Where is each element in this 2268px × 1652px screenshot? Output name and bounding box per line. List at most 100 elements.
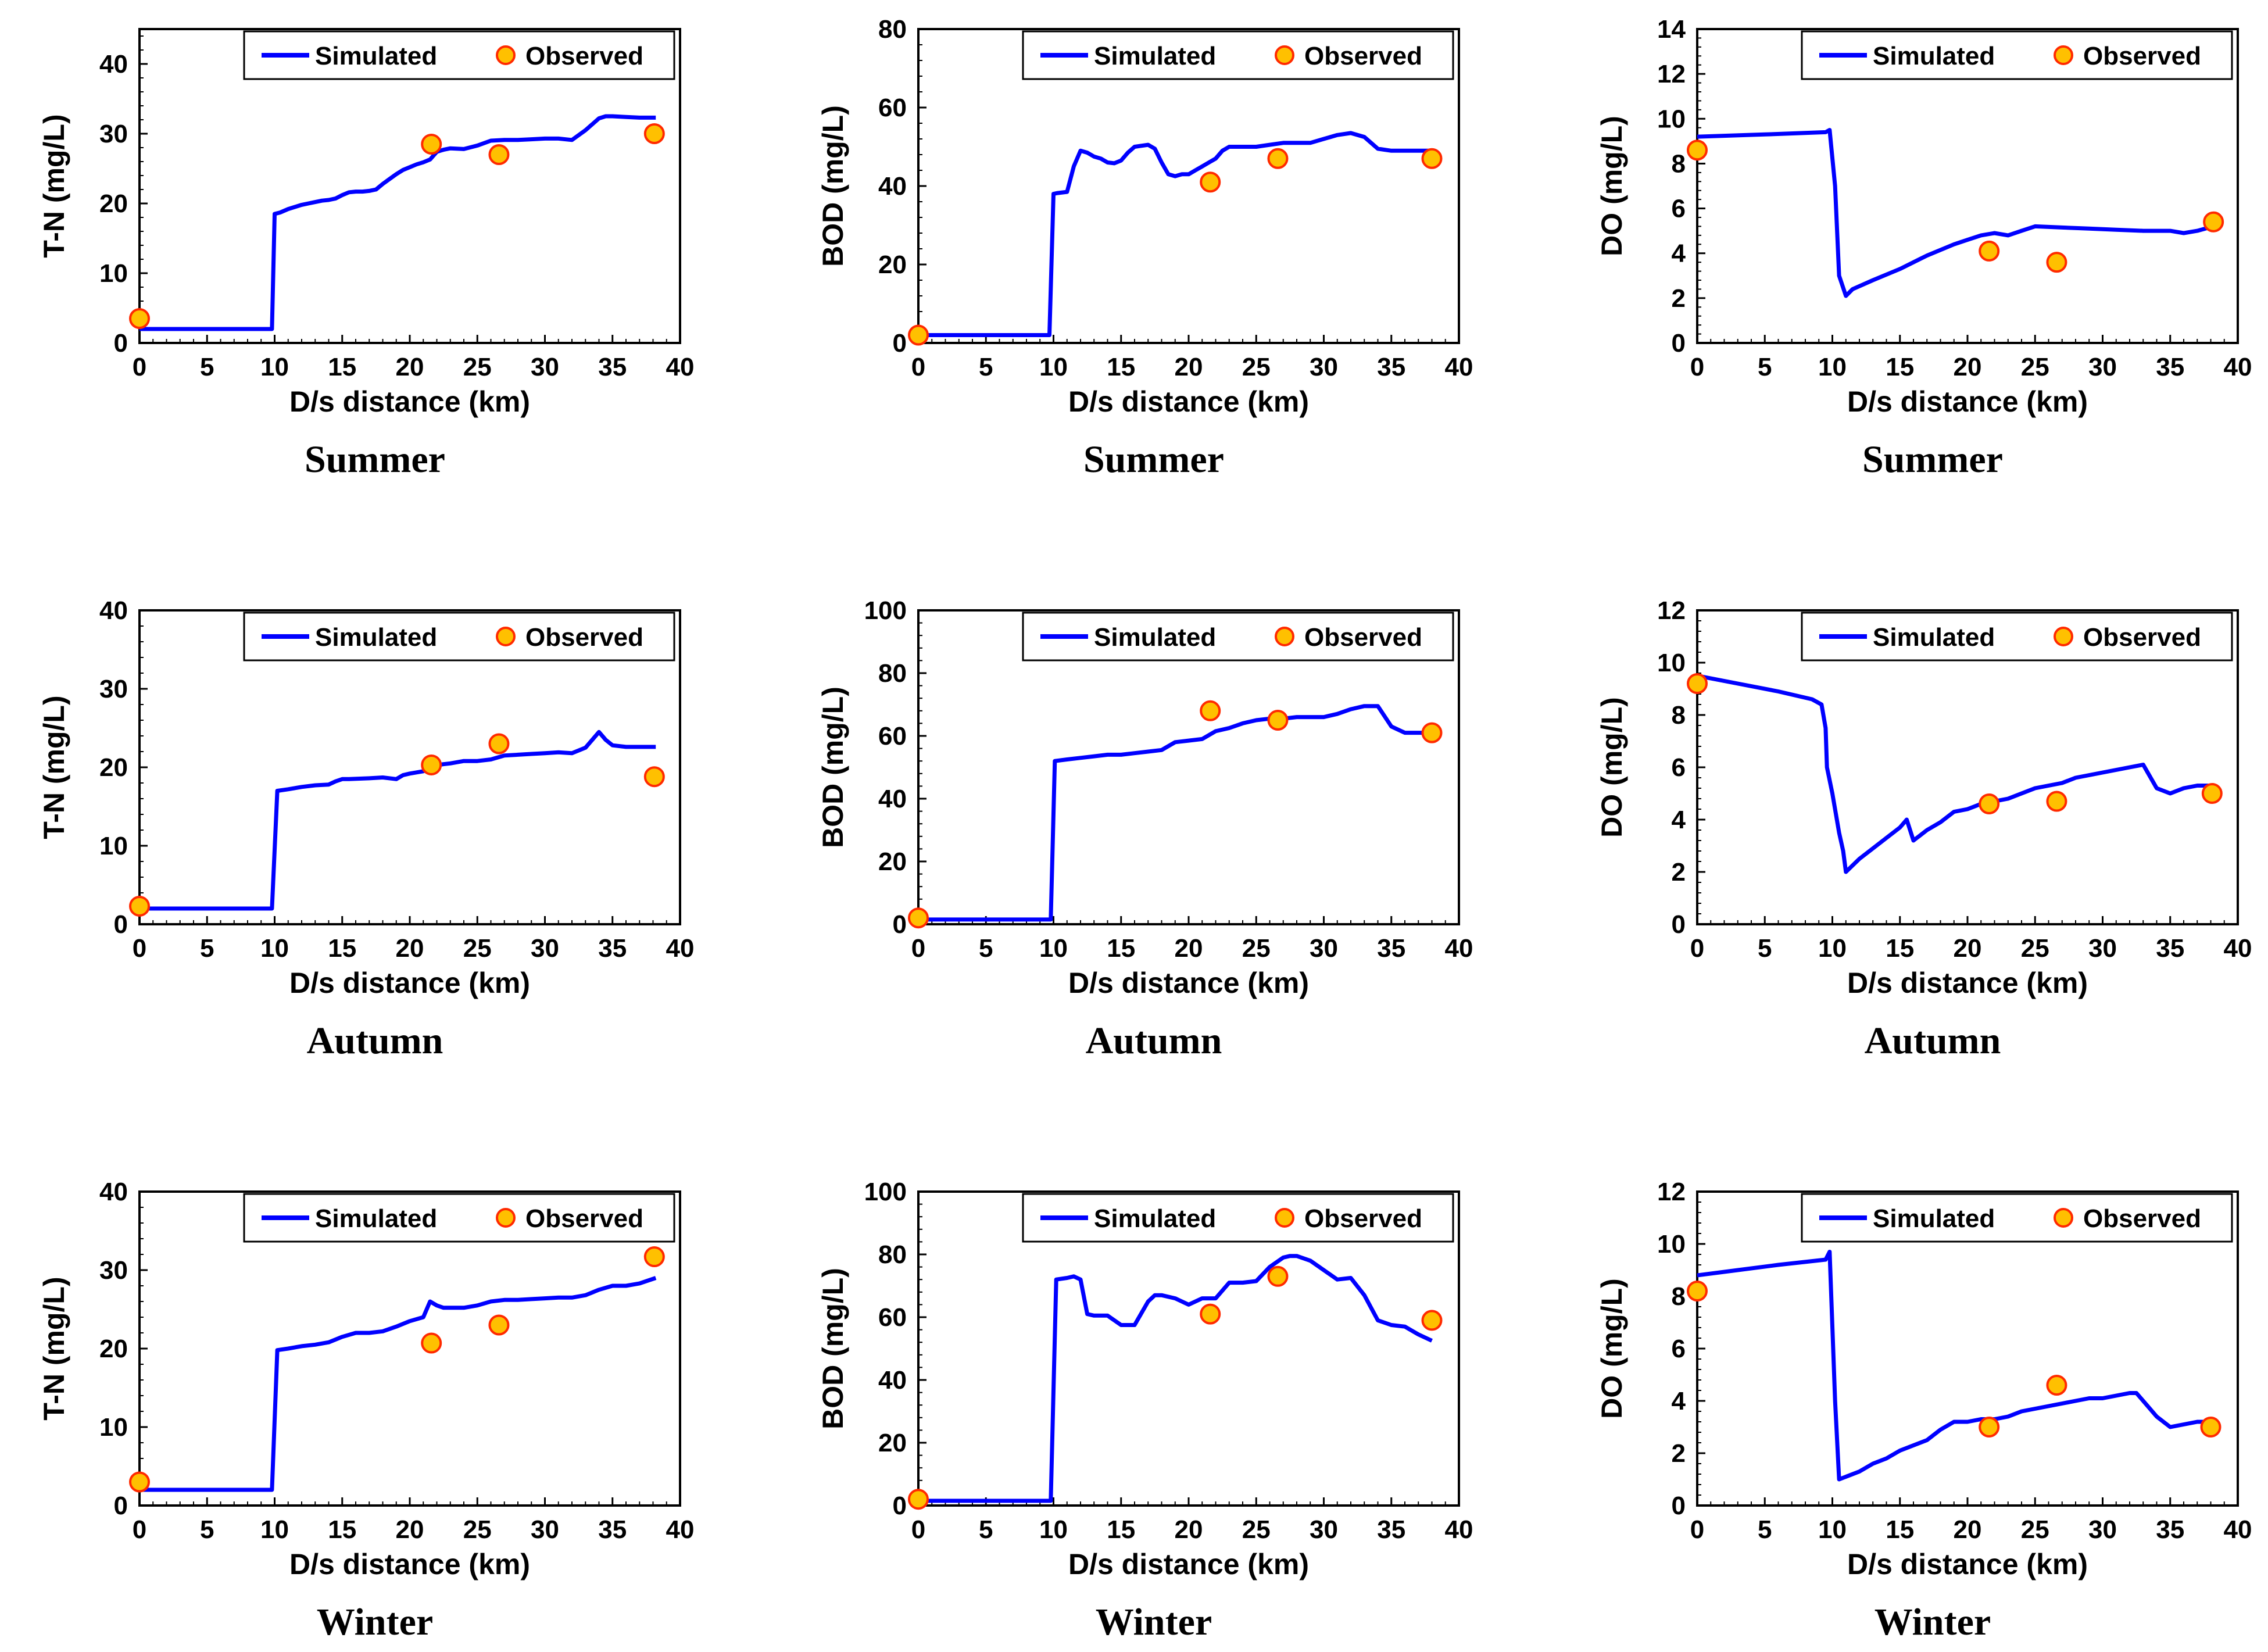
observed-point — [488, 144, 510, 165]
x-tick-label: 40 — [666, 934, 695, 963]
observed-point — [1267, 148, 1289, 169]
y-tick-label: 6 — [1672, 1335, 1686, 1363]
x-tick-label: 30 — [1310, 353, 1338, 381]
observed-point — [421, 1332, 442, 1354]
season-label: Summer — [1083, 438, 1224, 481]
y-tick-label: 30 — [99, 1256, 128, 1285]
y-tick-label: 4 — [1672, 806, 1686, 834]
y-axis-label: BOD (mg/L) — [817, 105, 849, 267]
x-tick-label: 0 — [1690, 934, 1704, 963]
legend-box — [1801, 612, 2233, 661]
y-tick-label: 40 — [878, 172, 907, 201]
x-tick-label: 40 — [666, 1515, 695, 1544]
x-tick-label: 15 — [328, 353, 356, 381]
x-tick-label: 5 — [1758, 1515, 1772, 1544]
observed-point — [129, 308, 150, 329]
x-tick-label: 30 — [2088, 353, 2117, 381]
season-label: Winter — [1096, 1601, 1212, 1643]
observed-point — [421, 134, 442, 155]
legend-observed-swatch — [496, 1208, 516, 1228]
observed-point — [488, 733, 510, 755]
observed-point — [908, 324, 929, 346]
legend-box — [243, 30, 675, 80]
x-tick-label: 5 — [979, 934, 993, 963]
simulated-series-line — [139, 1276, 657, 1492]
y-tick-label: 2 — [1672, 858, 1686, 886]
y-tick-label: 80 — [878, 1240, 907, 1269]
x-axis-label: D/s distance (km) — [1068, 1548, 1309, 1581]
observed-point — [1979, 1417, 2000, 1438]
y-tick-label: 12 — [1657, 60, 1686, 88]
x-tick-label: 35 — [598, 353, 627, 381]
y-tick-label: 14 — [1657, 15, 1686, 44]
observed-point — [908, 1489, 929, 1510]
y-axis-label: DO (mg/L) — [1596, 116, 1628, 256]
x-tick-label: 40 — [1445, 353, 1473, 381]
x-tick-label: 25 — [463, 353, 492, 381]
x-tick-label: 10 — [260, 353, 289, 381]
y-tick-label: 10 — [99, 1413, 128, 1442]
observed-point — [1687, 140, 1708, 161]
y-tick-label: 60 — [878, 722, 907, 750]
y-tick-label: 20 — [99, 1335, 128, 1363]
simulated-series-line — [918, 1254, 1433, 1503]
x-tick-label: 25 — [2021, 934, 2049, 963]
observed-point — [1421, 722, 1443, 743]
x-axis-label: D/s distance (km) — [289, 385, 530, 418]
legend-simulated-label: Simulated — [315, 42, 437, 70]
x-tick-label: 20 — [1175, 353, 1203, 381]
y-tick-label: 12 — [1657, 1178, 1686, 1206]
x-tick-label: 0 — [911, 1515, 925, 1544]
season-label: Autumn — [1865, 1020, 2001, 1062]
x-tick-label: 10 — [1039, 353, 1068, 381]
y-tick-label: 8 — [1672, 1282, 1686, 1311]
y-tick-label: 100 — [864, 596, 907, 625]
y-tick-label: 6 — [1672, 195, 1686, 223]
y-tick-label: 80 — [878, 15, 907, 44]
x-tick-label: 5 — [1758, 934, 1772, 963]
observed-point — [1267, 1265, 1289, 1287]
observed-point — [643, 1246, 665, 1268]
observed-point — [421, 754, 442, 775]
x-tick-label: 5 — [979, 353, 993, 381]
observed-point — [1267, 710, 1289, 731]
x-tick-label: 5 — [1758, 353, 1772, 381]
x-tick-label: 35 — [598, 934, 627, 963]
y-axis-label: BOD (mg/L) — [817, 686, 849, 848]
y-axis-label: DO (mg/L) — [1596, 697, 1628, 838]
observed-point — [2201, 783, 2223, 804]
x-tick-label: 30 — [1310, 1515, 1338, 1544]
y-tick-label: 60 — [878, 1303, 907, 1332]
y-tick-label: 20 — [878, 848, 907, 876]
x-tick-label: 25 — [2021, 1515, 2049, 1544]
y-axis-label: T-N (mg/L) — [38, 114, 70, 258]
observed-point — [1687, 1281, 1708, 1301]
x-tick-label: 0 — [1690, 1515, 1704, 1544]
x-tick-label: 15 — [1886, 1515, 1914, 1544]
y-tick-label: 0 — [1672, 329, 1686, 357]
y-tick-label: 40 — [99, 596, 128, 625]
y-tick-label: 10 — [1657, 105, 1686, 133]
x-tick-label: 40 — [2224, 1515, 2252, 1544]
x-axis-label: D/s distance (km) — [1847, 385, 2088, 418]
legend-observed-label: Observed — [1304, 1204, 1422, 1233]
y-tick-label: 0 — [114, 910, 128, 939]
x-tick-label: 35 — [1377, 934, 1405, 963]
x-tick-label: 20 — [1954, 353, 1982, 381]
y-tick-label: 10 — [1657, 1230, 1686, 1258]
y-tick-label: 10 — [99, 259, 128, 288]
legend-simulated-label: Simulated — [1094, 42, 1216, 70]
x-tick-label: 35 — [1377, 353, 1405, 381]
legend: Simulated Observed — [1022, 30, 1454, 80]
chart-panel-7: 0 5 10 15 20 25 30 35 40 0 10 20 30 40 D/s distance (k… — [38, 1178, 694, 1643]
x-tick-label: 10 — [260, 934, 289, 963]
x-tick-label: 20 — [1175, 934, 1203, 963]
x-axis-label: D/s distance (km) — [289, 1548, 530, 1581]
legend: Simulated Observed — [1022, 1193, 1454, 1243]
observed-point — [2046, 252, 2067, 273]
observed-point — [643, 766, 665, 788]
y-axis-label: T-N (mg/L) — [38, 695, 70, 839]
x-tick-label: 20 — [396, 1515, 424, 1544]
observed-point — [908, 907, 929, 929]
x-tick-label: 5 — [979, 1515, 993, 1544]
